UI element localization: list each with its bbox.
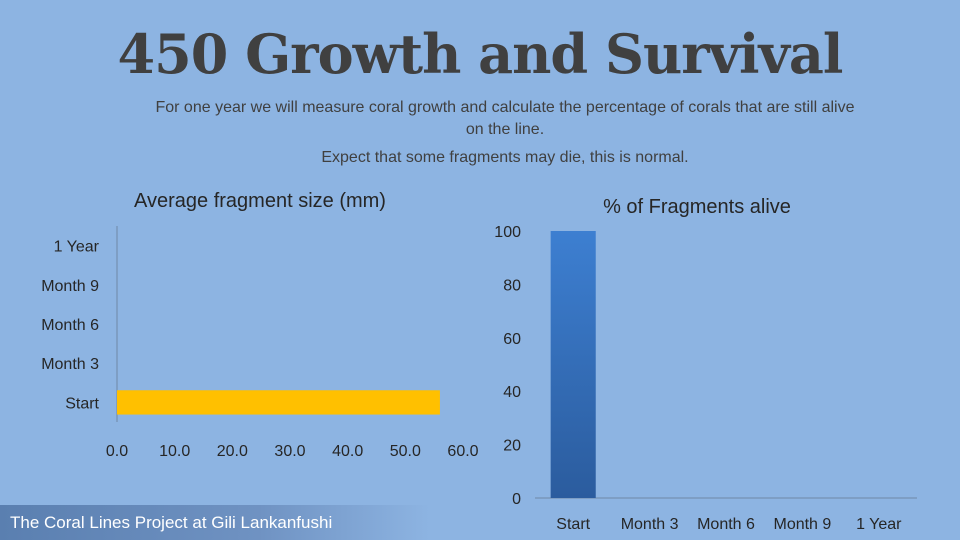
y-tick-label: 100 (494, 224, 521, 241)
category-label-month-6: Month 6 (697, 516, 755, 533)
category-label-start: Start (65, 395, 99, 412)
chart-title: % of Fragments alive (603, 196, 791, 218)
category-label-start: Start (556, 516, 590, 533)
slide-title: 450 Growth and Survival (117, 22, 844, 86)
chart-bars (117, 390, 440, 415)
category-label-month-9: Month 9 (41, 278, 99, 295)
fragments-alive-chart: % of Fragments alive 0 20 40 60 80 100 Start M… (494, 196, 917, 533)
y-tick-label: 20 (503, 438, 521, 455)
category-label-1-year: 1 Year (856, 516, 902, 533)
subtitle-description: For one year we will measure coral growt… (155, 99, 855, 138)
y-tick-label: 60 (503, 331, 521, 348)
footer-banner: The Coral Lines Project at Gili Lankanfu… (0, 505, 430, 540)
chart-bars (550, 231, 596, 498)
value-tick-labels: 0.0 10.0 20.0 30.0 40.0 50.0 60.0 (106, 443, 479, 460)
x-tick-label: 50.0 (390, 443, 421, 460)
x-tick-label: 10.0 (159, 443, 190, 460)
y-tick-label: 80 (503, 277, 521, 294)
x-tick-label: 30.0 (274, 443, 305, 460)
category-label-month-6: Month 6 (41, 317, 99, 334)
bar-start (117, 390, 440, 415)
category-labels: Start Month 3 Month 6 Month 9 1 Year (41, 239, 99, 413)
category-labels: Start Month 3 Month 6 Month 9 1 Year (556, 516, 902, 533)
y-tick-label: 40 (503, 384, 521, 401)
y-tick-label: 0 (512, 491, 521, 508)
chart-title: Average fragment size (mm) (134, 190, 386, 212)
category-label-month-3: Month 3 (621, 516, 679, 533)
fragment-size-chart: Average fragment size (mm) Start Month 3 M… (41, 190, 479, 460)
x-tick-label: 60.0 (447, 443, 478, 460)
x-tick-label: 40.0 (332, 443, 363, 460)
footer-text: The Coral Lines Project at Gili Lankanfu… (10, 513, 333, 532)
x-tick-label: 0.0 (106, 443, 128, 460)
x-tick-label: 20.0 (217, 443, 248, 460)
subtitle-note: Expect that some fragments may die, this… (321, 149, 689, 166)
value-tick-labels: 0 20 40 60 80 100 (494, 224, 521, 508)
category-label-month-9: Month 9 (773, 516, 831, 533)
category-label-month-3: Month 3 (41, 356, 99, 373)
category-label-1-year: 1 Year (54, 239, 100, 256)
bar-start (550, 231, 596, 498)
